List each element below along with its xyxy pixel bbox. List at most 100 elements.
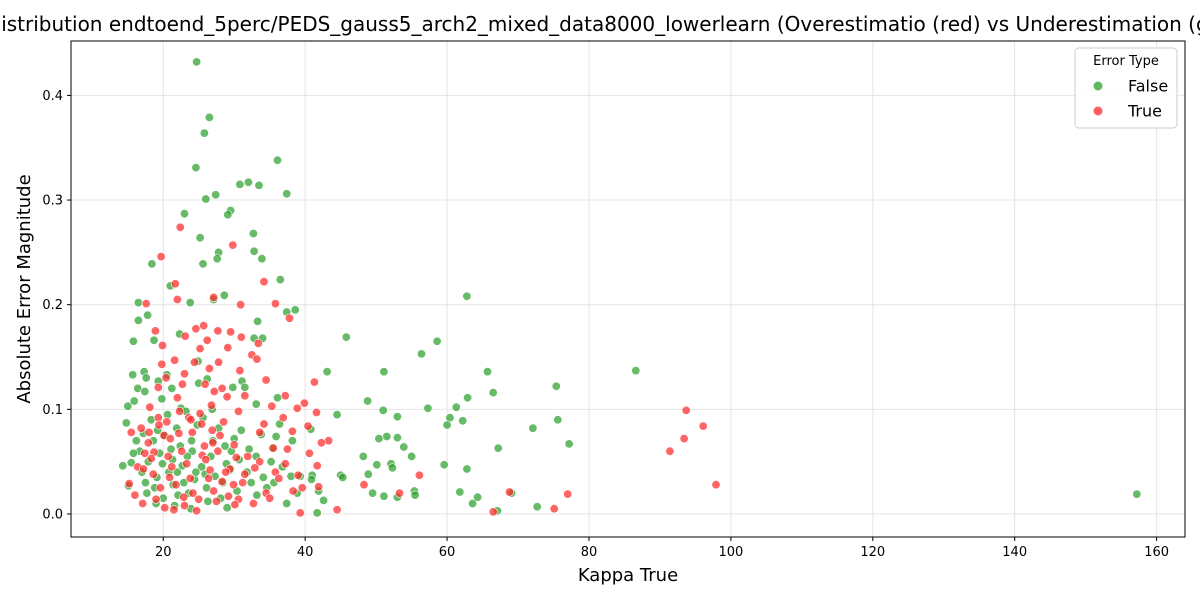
data-point-true — [170, 279, 180, 289]
data-point-false — [128, 370, 138, 380]
data-point-true — [179, 492, 189, 502]
data-point-true — [124, 479, 134, 489]
data-point-false — [468, 498, 478, 508]
data-point-false — [451, 402, 461, 412]
data-point-true — [207, 425, 217, 435]
data-point-false — [228, 382, 238, 392]
data-point-false — [374, 434, 384, 444]
data-point-false — [407, 451, 417, 461]
data-point-false — [306, 474, 316, 484]
data-point-false — [275, 275, 285, 285]
data-point-true — [295, 508, 305, 518]
data-point-true — [297, 483, 307, 493]
data-point-true — [145, 402, 155, 412]
data-point-false — [532, 502, 542, 512]
data-point-false — [211, 190, 221, 200]
data-point-true — [191, 324, 201, 334]
data-point-false — [631, 366, 641, 376]
x-tick-label: 80 — [581, 545, 598, 560]
data-point-true — [204, 473, 214, 483]
data-point-true — [199, 441, 209, 451]
data-point-true — [563, 489, 573, 499]
data-point-false — [290, 305, 300, 315]
data-point-false — [482, 367, 492, 377]
data-point-false — [203, 496, 213, 506]
data-point-true — [172, 393, 182, 403]
data-point-false — [249, 246, 259, 256]
data-point-false — [358, 451, 368, 461]
data-point-true — [197, 419, 207, 429]
data-point-true — [217, 476, 227, 486]
data-point-false — [341, 332, 351, 342]
data-point-false — [252, 490, 262, 500]
x-tick-label: 100 — [718, 545, 743, 560]
data-point-true — [165, 434, 175, 444]
data-point-true — [311, 407, 321, 417]
data-point-true — [267, 401, 277, 411]
data-point-false — [172, 467, 182, 477]
data-point-false — [187, 436, 197, 446]
data-point-false — [212, 254, 222, 264]
y-tick-label: 0.2 — [42, 298, 63, 313]
data-point-true — [138, 464, 148, 474]
data-point-true — [162, 417, 172, 427]
data-point-false — [488, 388, 498, 398]
data-point-false — [140, 386, 150, 396]
y-axis-label: Absolute Error Magnitude — [14, 174, 35, 403]
data-point-true — [172, 294, 182, 304]
data-point-true — [226, 327, 236, 337]
data-point-false — [128, 448, 138, 458]
data-point-false — [387, 463, 397, 473]
data-point-true — [140, 448, 150, 458]
x-tick-label: 120 — [860, 545, 885, 560]
data-point-true — [217, 383, 227, 393]
data-point-true — [187, 427, 197, 437]
data-point-true — [253, 338, 263, 348]
data-point-false — [222, 503, 232, 513]
data-point-true — [711, 480, 721, 490]
data-point-true — [204, 363, 214, 373]
data-point-false — [378, 405, 388, 415]
data-point-false — [223, 210, 233, 220]
data-point-true — [167, 462, 177, 472]
data-point-true — [230, 500, 240, 510]
data-point-true — [359, 480, 369, 490]
data-point-false — [142, 488, 152, 498]
data-point-false — [493, 443, 503, 453]
data-point-true — [549, 504, 559, 514]
data-point-true — [214, 357, 224, 367]
data-point-true — [228, 240, 238, 250]
x-tick-label: 140 — [1002, 545, 1027, 560]
data-point-true — [154, 420, 164, 430]
data-point-true — [146, 453, 156, 463]
data-point-true — [219, 417, 229, 427]
data-point-false — [248, 229, 258, 239]
data-point-true — [255, 427, 265, 437]
legend-label-false: False — [1128, 77, 1168, 96]
data-point-false — [553, 415, 563, 425]
data-point-false — [246, 478, 256, 488]
data-point-false — [219, 290, 229, 300]
data-point-true — [182, 459, 192, 469]
data-point-false — [240, 382, 250, 392]
x-axis-label: Kappa True — [578, 565, 678, 586]
data-point-false — [399, 442, 409, 452]
data-point-true — [224, 491, 234, 501]
data-point-true — [280, 459, 290, 469]
data-point-false — [157, 394, 167, 404]
data-point-false — [392, 412, 402, 422]
data-point-true — [223, 343, 233, 353]
data-point-false — [322, 367, 332, 377]
data-point-false — [332, 410, 342, 420]
data-point-false — [564, 439, 574, 449]
data-point-true — [151, 494, 161, 504]
data-point-true — [186, 415, 196, 425]
data-point-true — [202, 335, 212, 345]
data-point-false — [319, 495, 329, 505]
data-point-true — [270, 299, 280, 309]
data-point-true — [169, 505, 179, 515]
data-point-true — [160, 503, 170, 513]
data-point-true — [212, 496, 222, 506]
data-point-true — [265, 493, 275, 503]
